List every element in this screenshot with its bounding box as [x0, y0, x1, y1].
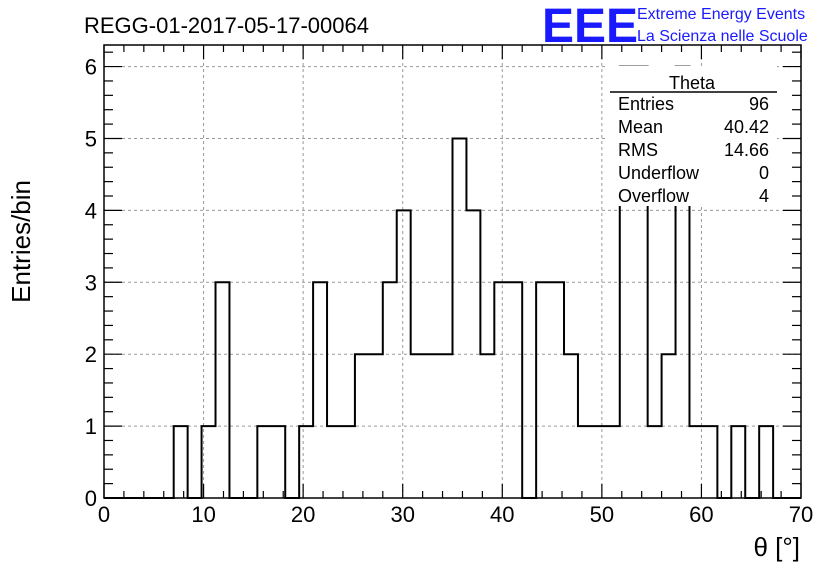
histogram-bin — [564, 354, 578, 498]
histogram-bin — [494, 282, 508, 498]
x-tick-label: 70 — [789, 502, 813, 527]
y-tick-label: 0 — [85, 486, 97, 511]
histogram-bin — [383, 282, 397, 498]
x-tick-label: 60 — [689, 502, 713, 527]
histogram-bin — [536, 282, 550, 498]
stats-row-label: Mean — [618, 117, 663, 137]
logo-mark: EEE — [542, 0, 638, 53]
stats-row-value: 96 — [749, 94, 769, 114]
histogram-bin — [703, 426, 717, 498]
y-axis: 0 1 2 3 4 5 6 — [85, 51, 801, 511]
stats-box: Theta Entries 96 Mean 40.42 RMS 14.66 Underflo… — [606, 66, 777, 206]
y-tick-label: 3 — [85, 270, 97, 295]
histogram-bin — [592, 426, 606, 498]
stats-box-background — [606, 66, 777, 206]
x-tick-label: 50 — [590, 502, 614, 527]
histogram-bin — [216, 282, 230, 498]
logo-line-2: La Scienza nelle Scuole — [637, 28, 808, 45]
histogram-bin — [425, 354, 439, 498]
stats-row-value: 0 — [759, 163, 769, 183]
logo-line-1: Extreme Energy Events — [637, 6, 805, 23]
histogram-bin — [355, 354, 369, 498]
y-tick-label: 5 — [85, 126, 97, 151]
stats-row-value: 4 — [759, 186, 769, 206]
histogram-bin — [550, 282, 564, 498]
x-tick-label: 0 — [98, 502, 110, 527]
histogram-bin — [731, 426, 745, 498]
stats-row-label: Entries — [618, 94, 674, 114]
y-tick-label: 1 — [85, 414, 97, 439]
histogram-bin — [453, 138, 467, 498]
histogram-bin — [313, 282, 327, 498]
histogram-bin — [174, 426, 188, 498]
stats-row-label: Overflow — [618, 186, 690, 206]
x-axis: 0 10 20 30 40 50 60 70 — [98, 45, 813, 527]
y-axis-label: Entries/bin — [6, 180, 36, 303]
y-tick-label: 4 — [85, 198, 97, 223]
histogram-bin — [369, 354, 383, 498]
x-axis-label: θ [°] — [753, 532, 800, 562]
y-tick-label: 2 — [85, 342, 97, 367]
histogram-bin — [480, 354, 494, 498]
histogram-bin — [257, 426, 271, 498]
histogram-bin — [606, 426, 620, 498]
histogram-bin — [662, 354, 676, 498]
histogram-bin — [648, 426, 662, 498]
histogram-bin — [327, 426, 341, 498]
histogram-bin — [397, 210, 411, 498]
y-tick-label: 6 — [85, 55, 97, 80]
eee-logo: EEE Extreme Energy Events La Scienza nel… — [542, 0, 808, 53]
run-title: REGG-01-2017-05-17-00064 — [84, 13, 369, 38]
stats-rows: Entries 96 Mean 40.42 RMS 14.66 Underflow 0 Over… — [618, 94, 769, 206]
histogram-bin — [299, 426, 313, 498]
x-tick-label: 30 — [390, 502, 414, 527]
histogram-bin — [759, 426, 773, 498]
histogram-bin — [508, 282, 522, 498]
stats-row-label: Underflow — [618, 163, 700, 183]
histogram-bin — [578, 426, 592, 498]
histogram-bin — [466, 210, 480, 498]
histogram-bin — [271, 426, 285, 498]
stats-row-value: 40.42 — [724, 117, 769, 137]
stats-title: Theta — [669, 73, 716, 93]
x-tick-label: 10 — [191, 502, 215, 527]
plot-frame — [103, 44, 802, 499]
x-tick-label: 20 — [291, 502, 315, 527]
histogram-bin — [341, 426, 355, 498]
histogram-bin — [439, 354, 453, 498]
stats-row-value: 14.66 — [724, 140, 769, 160]
x-tick-label: 40 — [490, 502, 514, 527]
histogram-bin — [411, 354, 425, 498]
stats-row-label: RMS — [618, 140, 658, 160]
